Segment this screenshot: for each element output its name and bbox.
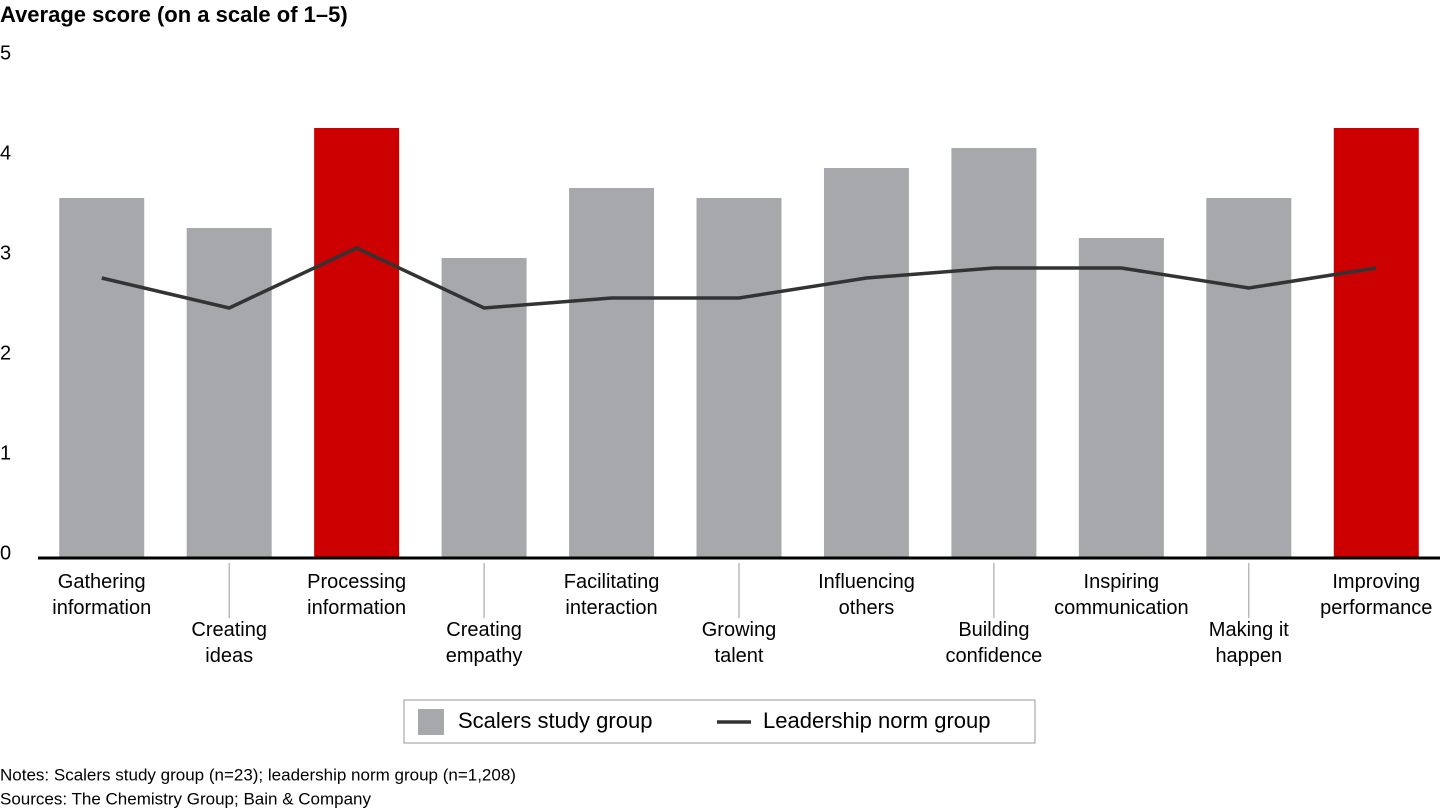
bar <box>186 228 272 558</box>
legend-label: Leadership norm group <box>763 708 990 733</box>
y-tick-label: 5 <box>0 42 11 64</box>
y-tick-label: 0 <box>0 542 11 564</box>
x-tick-label: Gathering information <box>52 571 151 619</box>
legend-box <box>403 699 1036 744</box>
x-tick-label: Inspiring communication <box>1054 571 1189 619</box>
x-tick-label: Creating empathy <box>446 619 523 667</box>
x-tick-label: Building confidence <box>946 619 1043 667</box>
bar <box>314 128 400 558</box>
bar <box>823 168 909 558</box>
x-tick-label: Growing talent <box>702 619 776 667</box>
bar <box>1333 128 1419 558</box>
bar <box>59 198 145 558</box>
y-tick-label: 3 <box>0 242 11 264</box>
bar <box>951 148 1037 558</box>
x-tick-label: Processing information <box>307 571 406 619</box>
y-tick-label: 1 <box>0 442 11 464</box>
line <box>101 246 1377 310</box>
x-tick-label: Facilitating interaction <box>564 571 660 619</box>
bar <box>441 258 527 558</box>
y-tick-label: 4 <box>0 142 11 164</box>
y-tick-label: 2 <box>0 342 11 364</box>
x-tick-label: Creating ideas <box>191 619 267 667</box>
legend-swatch <box>418 709 444 735</box>
x-tick-label: Influencing others <box>818 571 915 619</box>
bar <box>569 188 655 558</box>
bar <box>696 198 782 558</box>
y-axis-label: Average score (on a scale of 1–5) <box>0 2 348 27</box>
x-tick-label: Improving performance <box>1320 571 1432 619</box>
x-tick-label: Making it happen <box>1209 619 1289 667</box>
legend-label: Scalers study group <box>458 708 652 733</box>
sources: Sources: The Chemistry Group; Bain & Com… <box>0 789 372 808</box>
bar <box>1206 198 1292 558</box>
notes: Notes: Scalers study group (n=23); leade… <box>0 765 516 784</box>
bar <box>1078 238 1164 558</box>
